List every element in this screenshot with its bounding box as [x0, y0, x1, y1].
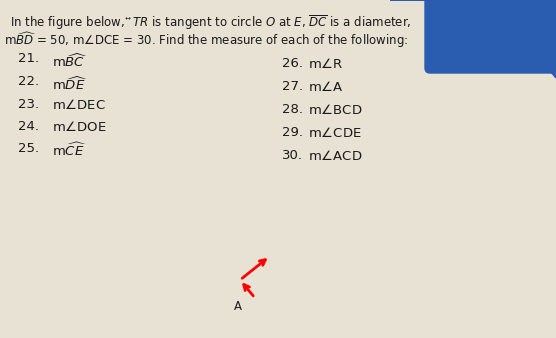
FancyBboxPatch shape	[425, 0, 556, 73]
Text: 24.: 24.	[18, 120, 39, 133]
Text: 26.: 26.	[282, 57, 303, 70]
Text: 28.: 28.	[282, 103, 303, 116]
Text: m$\angle$R: m$\angle$R	[308, 57, 344, 71]
Text: m$\widehat{DE}$: m$\widehat{DE}$	[52, 75, 88, 93]
Text: 22.: 22.	[18, 75, 39, 88]
Text: m$\angle$DEC: m$\angle$DEC	[52, 98, 106, 112]
Text: 23.: 23.	[18, 98, 39, 111]
Text: m$\angle$A: m$\angle$A	[308, 80, 344, 94]
Text: 25.: 25.	[18, 142, 39, 155]
Text: 21.: 21.	[18, 52, 39, 65]
Text: A: A	[234, 300, 242, 313]
Text: m$\widehat{BC}$: m$\widehat{BC}$	[52, 52, 88, 70]
Polygon shape	[390, 0, 556, 78]
Text: m$\widehat{CE}$: m$\widehat{CE}$	[52, 142, 87, 159]
Text: 30.: 30.	[282, 149, 303, 162]
Text: m$\widehat{BD}$ = 50, m$\angle$DCE = 30. Find the measure of each of the followi: m$\widehat{BD}$ = 50, m$\angle$DCE = 30.…	[4, 30, 408, 50]
Text: m$\angle$ACD: m$\angle$ACD	[308, 149, 363, 163]
Text: m$\angle$BCD: m$\angle$BCD	[308, 103, 363, 117]
Text: In the figure below, $\overleftrightarrow{TR}$ is tangent to circle $O$ at $E$, : In the figure below, $\overleftrightarro…	[10, 13, 411, 32]
Text: 29.: 29.	[282, 126, 303, 139]
Text: 27.: 27.	[282, 80, 303, 93]
Text: m$\angle$DOE: m$\angle$DOE	[52, 120, 107, 134]
Text: m$\angle$CDE: m$\angle$CDE	[308, 126, 361, 140]
